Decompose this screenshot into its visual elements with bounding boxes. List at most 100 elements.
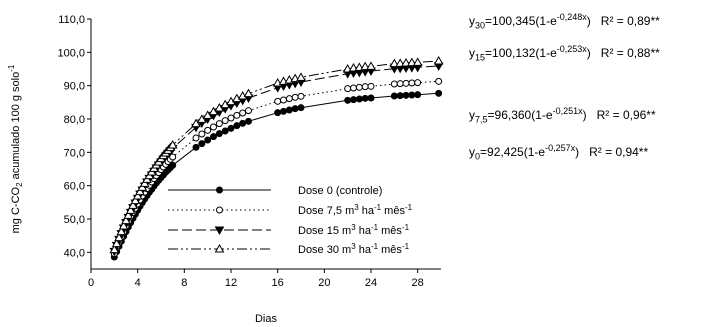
point-marker (121, 215, 131, 225)
point-marker (221, 127, 229, 135)
point-marker (389, 58, 400, 68)
legend-text: Dose 30 m (298, 244, 351, 256)
point-marker (216, 186, 223, 194)
legend-sup: 3 (351, 242, 356, 251)
legend-sup: -1 (405, 203, 413, 212)
point-marker (414, 91, 422, 99)
point-marker (355, 95, 363, 103)
point-marker (128, 200, 138, 209)
point-marker (433, 55, 444, 65)
point-marker (204, 136, 212, 144)
legend-sup: -1 (402, 242, 410, 251)
point-marker (123, 210, 134, 219)
x-tick-label: 12 (225, 277, 237, 289)
point-marker (169, 153, 177, 161)
point-marker (344, 96, 352, 104)
point-marker (350, 84, 357, 92)
point-marker (215, 130, 223, 138)
x-tick-label: 4 (135, 277, 141, 289)
point-marker (233, 111, 241, 119)
point-marker (435, 89, 443, 97)
equation-r2: R² = 0,89** (600, 14, 660, 28)
point-marker (297, 92, 305, 100)
legend-item-3: Dose 30 m3 ha-1 mês-1 (168, 242, 410, 256)
y-tick-label: 40,0 (64, 247, 85, 259)
legend-sup: -1 (374, 203, 382, 212)
point-marker (360, 61, 371, 71)
point-marker (221, 117, 229, 125)
equation-sub: 30 (475, 20, 486, 31)
point-marker (361, 94, 369, 102)
point-marker (280, 107, 287, 115)
series-0 (110, 89, 443, 261)
legend-item-0: Dose 0 (controle) (168, 185, 382, 197)
point-marker (192, 143, 200, 151)
point-marker (402, 91, 410, 99)
equation-close: ) (586, 46, 591, 60)
point-marker (274, 109, 282, 117)
point-marker (291, 93, 299, 101)
point-marker (435, 77, 443, 85)
equation-exp: -0,253x (556, 44, 587, 54)
legend-sup: 3 (354, 203, 359, 212)
equation-dose-15: y15=100,132(1-e-0,253x) R² = 0,88** (469, 44, 660, 63)
point-marker (198, 140, 206, 148)
y-axis-label-pre: mg C-CO (10, 186, 22, 233)
point-marker (227, 114, 235, 122)
legend-text: Dose 7,5 m (298, 205, 354, 217)
point-marker (344, 85, 352, 93)
point-marker (245, 117, 252, 125)
legend-label: Dose 7,5 m3 ha-1 mês-1 (298, 203, 413, 217)
point-marker (412, 57, 423, 66)
point-marker (291, 105, 299, 113)
point-marker (390, 92, 398, 100)
y-tick-label: 80,0 (64, 114, 85, 126)
point-marker (135, 186, 145, 196)
point-marker (396, 92, 404, 100)
point-marker (169, 161, 177, 169)
equation-close: ) (575, 145, 580, 159)
legend-text: ha (359, 205, 375, 217)
point-marker (280, 96, 287, 104)
point-marker (116, 226, 127, 236)
legend-label: Dose 0 (controle) (298, 185, 382, 197)
point-marker (114, 232, 124, 242)
equation-sub: 15 (475, 52, 486, 63)
point-marker (118, 220, 129, 230)
legend-text: mês (378, 225, 402, 237)
legend-label: Dose 15 m3 ha-1 mês-1 (298, 223, 410, 237)
legend-label: Dose 30 m3 ha-1 mês-1 (298, 242, 410, 256)
point-marker (227, 124, 235, 132)
equation-exp: -0,248x (556, 12, 587, 22)
point-marker (214, 243, 225, 253)
point-marker (395, 58, 406, 67)
equation-r2: R² = 0,94** (589, 145, 649, 159)
equation-close: ) (586, 14, 591, 28)
point-marker (216, 206, 223, 214)
chart-legend: Dose 0 (controle)Dose 7,5 m3 ha-1 mês-1D… (168, 185, 413, 256)
point-marker (390, 80, 398, 88)
legend-sup: -1 (371, 223, 379, 232)
point-marker (414, 79, 422, 87)
y-axis-label: mg C-CO2 acumulado 100 g solo-1 (7, 64, 24, 233)
equation-dose-0: y0=92,425(1-e-0,257x) R² = 0,94** (469, 143, 649, 162)
point-marker (285, 106, 293, 114)
equation-body: =92,425(1-e (480, 145, 546, 159)
point-marker (132, 190, 143, 200)
chart-axes: 0 4 8 12 16 20 24 28 40,0 50,0 60,0 70,0 80,0 90,0 100… (57, 14, 441, 289)
point-marker (366, 61, 376, 70)
legend-text: mês (381, 205, 405, 217)
equation-body: =100,345(1-e (485, 14, 557, 28)
equation-exp: -0,257x (545, 143, 576, 153)
x-tick-label: 8 (181, 277, 187, 289)
legend-sup: -1 (371, 242, 379, 251)
x-tick-label: 0 (88, 277, 94, 289)
y-tick-label: 100,0 (57, 47, 85, 59)
x-axis-label: Dias (255, 313, 278, 325)
legend-item-1: Dose 7,5 m3 ha-1 mês-1 (168, 203, 413, 217)
x-tick-label: 16 (272, 277, 284, 289)
equation-r2: R² = 0,96** (596, 108, 656, 122)
x-tick-label: 20 (318, 277, 330, 289)
point-marker (396, 80, 404, 88)
point-marker (215, 120, 223, 128)
